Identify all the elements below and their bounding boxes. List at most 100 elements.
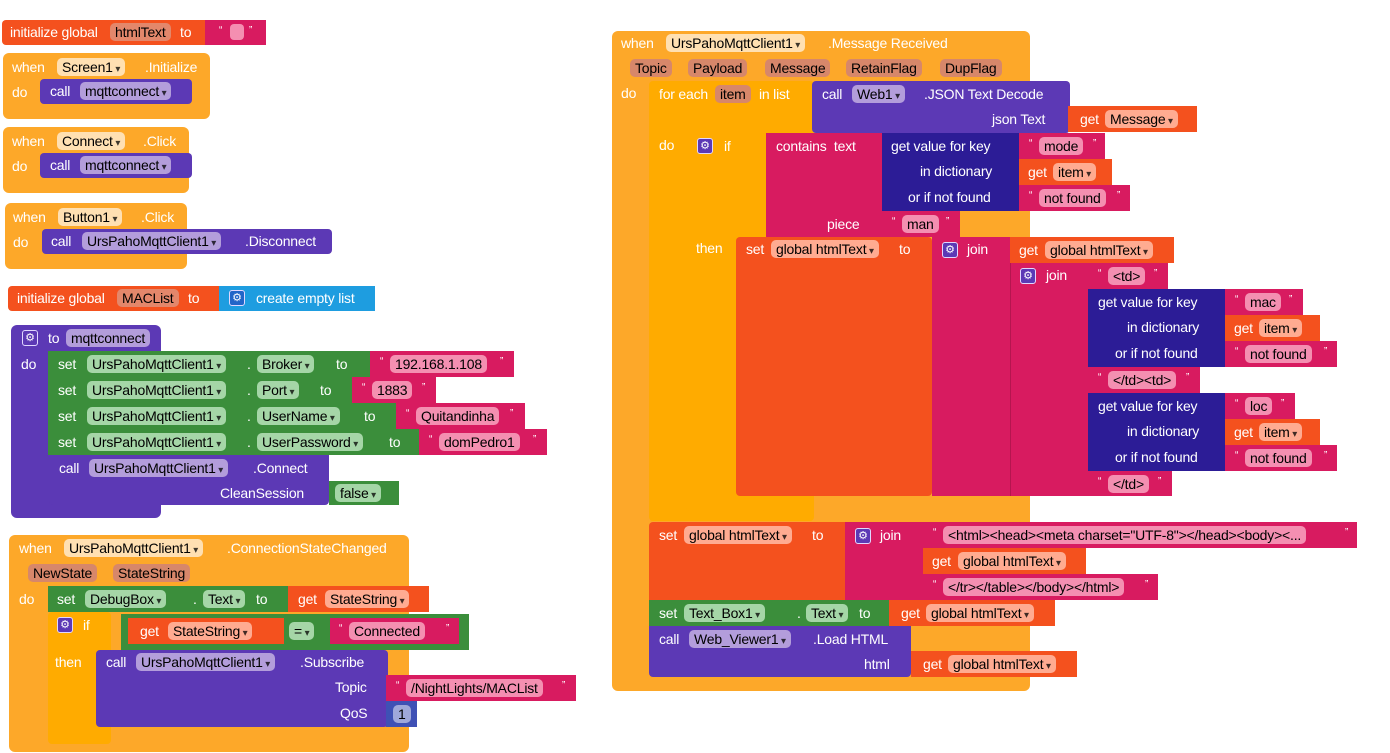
property-dropdown[interactable]: UserName <box>257 407 340 425</box>
component-dropdown[interactable]: UrsPahoMqttClient1 <box>87 355 227 373</box>
component-dropdown[interactable]: Text_Box1 <box>684 604 765 622</box>
component-dropdown[interactable]: UrsPahoMqttClient1 <box>87 407 227 425</box>
text-block[interactable]: “ <html><head><meta charset="UTF-8"></he… <box>923 522 1357 548</box>
get-global-htmltext-block[interactable]: get global htmlText <box>889 600 1055 626</box>
gear-icon[interactable]: ⚙ <box>1020 268 1036 284</box>
set-broker-block[interactable]: set UrsPahoMqttClient1 . Broker to <box>48 351 372 377</box>
text-field[interactable]: not found <box>1245 345 1312 363</box>
contains-text-block[interactable]: contains text piece <box>766 133 882 237</box>
variable-dropdown[interactable]: global htmlText <box>1045 241 1153 259</box>
component-dropdown[interactable]: UrsPahoMqttClient1 <box>64 539 204 557</box>
init-global-maclist-block[interactable]: initialize global MACList to <box>8 286 220 311</box>
text-field[interactable]: Connected <box>349 622 425 640</box>
text-block[interactable]: “ 192.168.1.108 ” <box>370 351 514 377</box>
property-dropdown[interactable]: Text <box>806 604 849 622</box>
text-field[interactable]: 1883 <box>372 381 413 399</box>
operator-dropdown[interactable]: = <box>289 622 315 640</box>
property-dropdown[interactable]: UserPassword <box>257 433 364 451</box>
text-block[interactable]: “ Connected ” <box>330 618 459 644</box>
boolean-dropdown[interactable]: false <box>335 484 381 502</box>
text-block[interactable]: “ loc ” <box>1225 393 1295 419</box>
false-block[interactable]: false <box>329 481 399 505</box>
param-newstate[interactable]: NewState <box>28 564 98 582</box>
text-block[interactable]: “ domPedro1 ” <box>419 429 547 455</box>
text-field[interactable]: domPedro1 <box>439 433 520 451</box>
inner-join-block[interactable]: ⚙ join <box>1010 263 1088 496</box>
param-retainflag[interactable]: RetainFlag <box>846 59 922 77</box>
text-field[interactable]: mode <box>1039 137 1084 155</box>
text-block[interactable]: “ man ” <box>882 211 960 237</box>
component-dropdown[interactable]: Screen1 <box>57 58 126 76</box>
procedure-dropdown[interactable]: mqttconnect <box>80 82 172 100</box>
component-dropdown[interactable]: UrsPahoMqttClient1 <box>136 653 276 671</box>
gear-icon[interactable]: ⚙ <box>229 290 245 306</box>
param-statestring[interactable]: StateString <box>113 564 191 582</box>
item-var-field[interactable]: item <box>715 85 751 103</box>
text-block[interactable]: “ not found ” <box>1225 341 1337 367</box>
property-dropdown[interactable]: Broker <box>257 355 315 373</box>
get-item-block[interactable]: get item <box>1225 315 1320 341</box>
create-empty-list-block[interactable]: ⚙ create empty list <box>219 286 375 311</box>
variable-dropdown[interactable]: global htmlText <box>684 526 792 544</box>
text-field[interactable]: not found <box>1245 449 1312 467</box>
component-dropdown[interactable]: UrsPahoMqttClient1 <box>666 34 806 52</box>
component-dropdown[interactable]: DebugBox <box>85 590 167 608</box>
text-field[interactable]: 192.168.1.108 <box>390 355 487 373</box>
get-global-htmltext-block[interactable]: get global htmlText <box>1010 237 1174 263</box>
component-dropdown[interactable]: Button1 <box>58 208 123 226</box>
variable-dropdown[interactable]: item <box>1053 163 1097 181</box>
call-load-html-block[interactable]: call Web_Viewer1 .Load HTML html <box>649 626 911 677</box>
property-dropdown[interactable]: Text <box>203 590 246 608</box>
component-dropdown[interactable]: UrsPahoMqttClient1 <box>82 232 222 250</box>
text-field[interactable]: <html><head><meta charset="UTF-8"></head… <box>943 526 1307 544</box>
procedure-dropdown[interactable]: mqttconnect <box>80 156 172 174</box>
text-field[interactable] <box>230 24 244 40</box>
text-field[interactable]: </td> <box>1108 475 1149 493</box>
empty-text-block[interactable]: “ ” <box>205 20 266 45</box>
set-debugbox-block[interactable]: set DebugBox . Text to <box>48 586 290 612</box>
gear-icon[interactable]: ⚙ <box>57 617 73 633</box>
text-field[interactable]: </tr></table></body></html> <box>943 578 1125 596</box>
component-dropdown[interactable]: UrsPahoMqttClient1 <box>89 459 229 477</box>
text-block[interactable]: “ Quitandinha ” <box>396 403 525 429</box>
variable-dropdown[interactable]: global htmlText <box>771 240 879 258</box>
join-block[interactable]: ⚙ join <box>845 522 923 600</box>
number-field[interactable]: 1 <box>393 705 411 723</box>
variable-dropdown[interactable]: global htmlText <box>958 552 1066 570</box>
text-field[interactable]: man <box>902 215 939 233</box>
call-disconnect-block[interactable]: call UrsPahoMqttClient1 .Disconnect <box>42 229 332 254</box>
variable-dropdown[interactable]: Message <box>1105 110 1178 128</box>
text-field[interactable]: not found <box>1039 189 1106 207</box>
variable-dropdown[interactable]: global htmlText <box>926 604 1034 622</box>
param-message[interactable]: Message <box>765 59 831 77</box>
gear-icon[interactable]: ⚙ <box>22 330 38 346</box>
set-port-block[interactable]: set UrsPahoMqttClient1 . Port to <box>48 377 355 403</box>
component-dropdown[interactable]: Web1 <box>852 85 905 103</box>
param-payload[interactable]: Payload <box>688 59 748 77</box>
gear-icon[interactable]: ⚙ <box>855 528 871 544</box>
call-connect-block[interactable]: call UrsPahoMqttClient1 .Connect CleanSe… <box>49 455 329 505</box>
json-decode-block[interactable]: call Web1 .JSON Text Decode json Text <box>812 81 1070 133</box>
text-block[interactable]: “ 1883 ” <box>352 377 436 403</box>
property-dropdown[interactable]: Port <box>257 381 300 399</box>
get-message-block[interactable]: get Message <box>1068 106 1197 132</box>
variable-dropdown[interactable]: global htmlText <box>948 655 1056 673</box>
text-block[interactable]: “ <td> ” <box>1088 263 1168 289</box>
text-field[interactable]: mac <box>1245 293 1281 311</box>
variable-dropdown[interactable]: item <box>1259 319 1303 337</box>
text-field[interactable]: Quitandinha <box>416 407 500 425</box>
text-block[interactable]: “ </td><td> ” <box>1088 367 1200 393</box>
gear-icon[interactable]: ⚙ <box>697 138 713 154</box>
text-field[interactable]: </td><td> <box>1108 371 1177 389</box>
text-field[interactable]: <td> <box>1108 267 1146 285</box>
init-global-htmltext-block[interactable]: initialize global htmlText to <box>2 20 206 45</box>
text-block[interactable]: “ mac ” <box>1225 289 1303 315</box>
set-global-htmltext-block[interactable]: set global htmlText to <box>649 522 845 600</box>
text-field[interactable]: /NightLights/MACList <box>406 679 543 697</box>
call-mqttconnect-block[interactable]: call mqttconnect <box>40 79 192 104</box>
join-block[interactable]: ⚙ join <box>932 237 1010 496</box>
get-value-for-key-block[interactable]: get value for key in dictionary or if no… <box>1088 289 1225 367</box>
text-block[interactable]: “ </td> ” <box>1088 471 1172 496</box>
text-block[interactable]: “ not found ” <box>1019 185 1130 211</box>
get-global-htmltext-block[interactable]: get global htmlText <box>923 548 1086 574</box>
